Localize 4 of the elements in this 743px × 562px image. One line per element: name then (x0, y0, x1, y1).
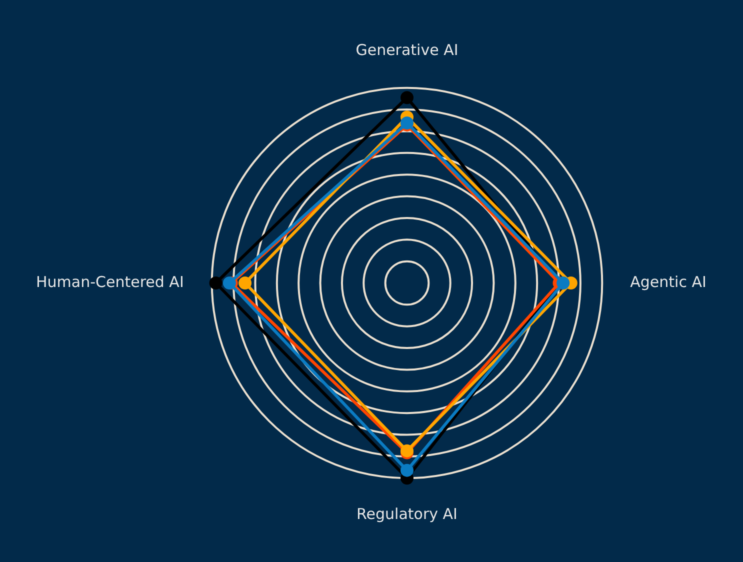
spoke-label: Regulatory AI (356, 505, 458, 524)
spoke-label: Generative AI (356, 40, 458, 59)
spoke-label: Human-Centered AI (36, 272, 184, 291)
spoke-label: Agentic AI (630, 272, 706, 291)
